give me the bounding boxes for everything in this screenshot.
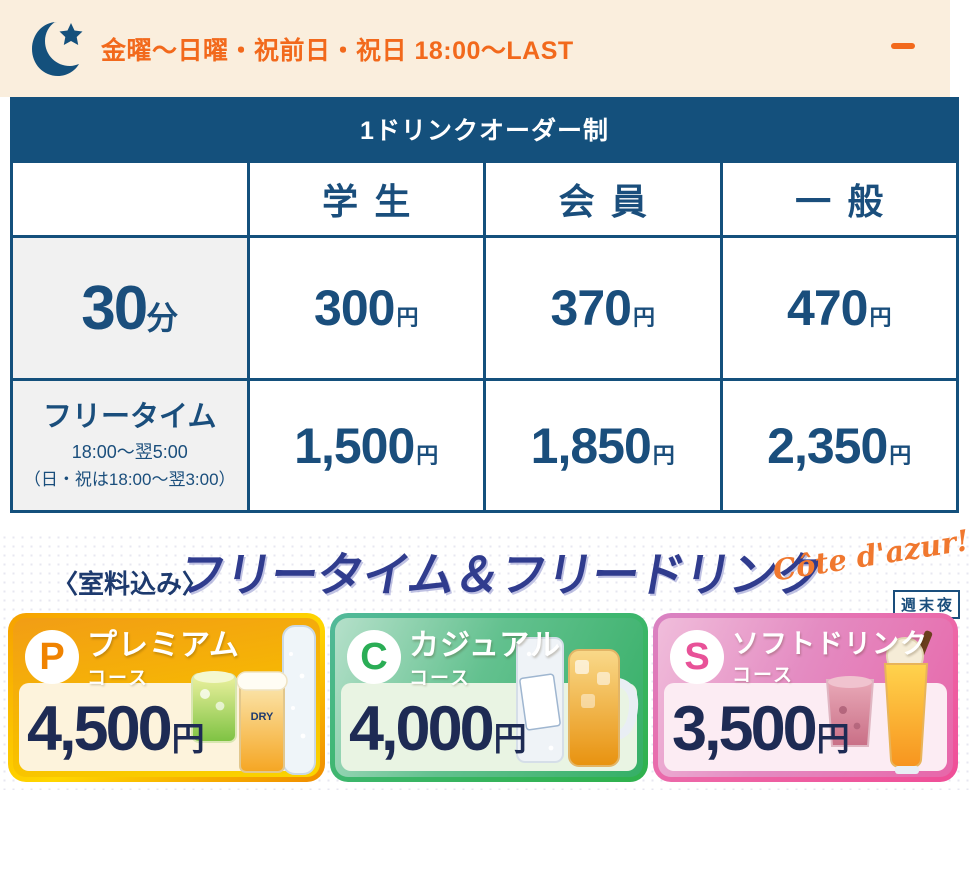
weekend-night-rate-accordion-header[interactable]: 金曜〜日曜・祝前日・祝日 18:00〜LAST bbox=[0, 0, 950, 97]
price-value: 300 bbox=[314, 280, 395, 336]
premium-course-card-inner: DRY P プレミアム コース 4,500円 bbox=[13, 618, 320, 777]
yen-suffix: 円 bbox=[493, 720, 527, 757]
casual-drinks-image bbox=[516, 637, 639, 767]
softdrink-drinks-image bbox=[825, 630, 933, 774]
softdrink-course-card-inner: S ソフトドリンク コース 3,500円 bbox=[658, 618, 953, 777]
casual-course-price: 4,000円 bbox=[349, 693, 527, 765]
price-amount: 4,500 bbox=[27, 694, 173, 764]
freetime-label: フリータイム bbox=[43, 401, 217, 434]
yen-suffix: 円 bbox=[632, 305, 655, 330]
yen-suffix: 円 bbox=[889, 442, 912, 468]
softdrink-letter-badge: S bbox=[670, 630, 724, 684]
casual-course-type: コース bbox=[409, 668, 472, 689]
price-amount: 4,000 bbox=[349, 694, 495, 764]
cell-freetime-general-price: 2,350円 bbox=[719, 378, 959, 513]
premium-course-type: コース bbox=[87, 668, 150, 689]
softdrink-course-name: ソフトドリンク bbox=[732, 629, 928, 659]
price-value: 470 bbox=[787, 280, 868, 336]
casual-course-header: C カジュアル コース bbox=[347, 630, 561, 690]
yen-suffix: 円 bbox=[171, 720, 205, 757]
freetime-hours: 18:00〜翌5:00 bbox=[71, 441, 188, 462]
corner-cell bbox=[10, 160, 250, 238]
softdrink-course-price: 3,500円 bbox=[672, 693, 850, 765]
premium-course-card: DRY P プレミアム コース 4,500円 bbox=[8, 613, 325, 782]
cell-30min-member-price: 370円 bbox=[483, 235, 723, 381]
column-header-general: 一般 bbox=[719, 160, 959, 238]
price-value: 1,850 bbox=[530, 417, 652, 474]
beer-brand-label: DRY bbox=[251, 711, 274, 723]
softdrink-course-type: コース bbox=[732, 665, 795, 686]
yen-suffix: 円 bbox=[869, 305, 892, 330]
softdrink-course-header: S ソフトドリンク コース bbox=[670, 630, 928, 687]
freetime-hours-note: （日・祝は18:00〜翌3:00） bbox=[23, 469, 236, 489]
cell-freetime-student-price: 1,500円 bbox=[246, 378, 486, 513]
casual-letter-badge: C bbox=[347, 630, 401, 684]
column-header-member: 会員 bbox=[483, 160, 723, 238]
premium-course-header: P プレミアム コース bbox=[25, 630, 240, 690]
yen-suffix: 円 bbox=[416, 442, 439, 468]
column-header-student: 学生 bbox=[246, 160, 486, 238]
accordion-title: 金曜〜日曜・祝前日・祝日 18:00〜LAST bbox=[101, 36, 574, 65]
yen-suffix: 円 bbox=[396, 305, 419, 330]
premium-letter-badge: P bbox=[25, 630, 79, 684]
yen-suffix: 円 bbox=[652, 442, 675, 468]
price-value: 2,350 bbox=[767, 417, 888, 474]
drink-order-banner: 1ドリンクオーダー制 bbox=[10, 97, 959, 160]
price-value: 1,500 bbox=[294, 417, 415, 474]
cell-freetime-member-price: 1,850円 bbox=[483, 378, 723, 513]
casual-course-card: C カジュアル コース 4,000円 bbox=[330, 613, 648, 782]
cell-30min-student-price: 300円 bbox=[246, 235, 486, 381]
price-value: 370 bbox=[550, 280, 632, 336]
premium-course-price: 4,500円 bbox=[27, 693, 205, 765]
yen-suffix: 円 bbox=[816, 720, 850, 757]
row-label-freetime: フリータイム 18:00〜翌5:00 （日・祝は18:00〜翌3:00） bbox=[10, 378, 250, 513]
freetime-freedrink-title: フリータイム＆フリードリンク bbox=[174, 548, 828, 601]
row-label-30min: 30分 bbox=[10, 235, 250, 381]
casual-course-card-inner: C カジュアル コース 4,000円 bbox=[335, 618, 643, 777]
price-amount: 3,500 bbox=[672, 694, 818, 764]
casual-course-name: カジュアル bbox=[409, 629, 561, 662]
premium-course-name: プレミアム bbox=[87, 629, 240, 662]
weekend-night-plans-section: 〈室料込み〉 フリータイム＆フリードリンク Côte d'azur! 週末夜 bbox=[0, 523, 970, 790]
softdrink-course-card: S ソフトドリンク コース 3,500円 bbox=[653, 613, 958, 782]
row-30min-number: 30 bbox=[81, 273, 148, 343]
minus-icon[interactable] bbox=[891, 43, 915, 49]
moon-star-icon bbox=[27, 19, 85, 79]
room-included-label: 〈室料込み〉 bbox=[52, 569, 209, 599]
row-30min-unit: 分 bbox=[146, 299, 179, 336]
price-table: 学生 会員 一般 30分 300円 370円 470円 フリータイム 18:00… bbox=[10, 160, 959, 513]
cell-30min-general-price: 470円 bbox=[719, 235, 959, 381]
premium-drinks-image: DRY bbox=[191, 625, 316, 775]
cote-dazur-script-logo: Côte d'azur! bbox=[770, 523, 970, 588]
